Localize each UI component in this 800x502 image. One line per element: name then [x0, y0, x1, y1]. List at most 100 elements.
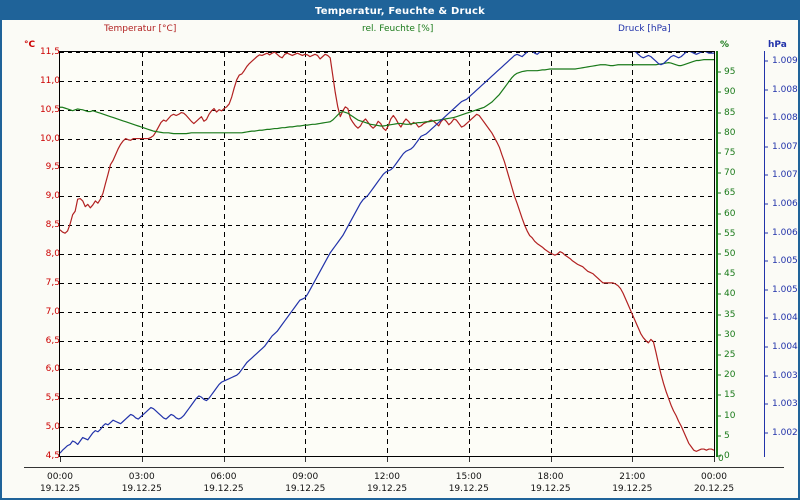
temperature-axis-unit: °C — [24, 40, 36, 50]
pressure-tick-label: 1.006 — [772, 199, 798, 209]
pressure-axis-tick — [764, 89, 768, 91]
temperature-tick-label: 8,5 — [45, 220, 60, 231]
humidity-axis-tick — [716, 172, 721, 174]
x-axis-tick-label: 03:00 19.12.25 — [122, 472, 162, 494]
x-tick-time: 18:00 — [537, 472, 564, 482]
x-axis-tick-label: 18:00 19.12.25 — [530, 472, 570, 494]
x-tick-time: 12:00 — [374, 472, 400, 482]
x-tick-date: 19.12.25 — [612, 484, 653, 494]
humidity-axis-tick — [716, 293, 721, 295]
temperature-tick-label: 4,5 — [45, 451, 60, 461]
series-line — [60, 52, 714, 452]
x-tick-date: 20.12.25 — [693, 484, 735, 494]
pressure-tick-label: 1.008 — [772, 113, 798, 124]
x-tick-date: 19.12.25 — [530, 484, 571, 494]
temperature-tick-label: 11,5 — [39, 47, 60, 57]
plot-area — [59, 51, 715, 457]
pressure-tick-label: 1.003 — [772, 399, 798, 410]
x-axis-tick-label: 00:00 20.12.25 — [694, 472, 734, 494]
legend-item-temperature: Temperatur [°C] — [104, 24, 177, 34]
humidity-axis-tick — [716, 394, 721, 396]
humidity-tick-label: 90 — [724, 87, 736, 98]
x-axis-tick-label: 00:00 19.12.25 — [40, 472, 80, 494]
x-axis-tick — [469, 457, 470, 462]
humidity-axis-tick — [716, 233, 721, 235]
x-tick-date: 19.12.25 — [448, 484, 489, 494]
x-tick-date: 19.12.25 — [285, 484, 326, 494]
humidity-tick-label: 30 — [724, 329, 736, 340]
pressure-tick-label: 1.009 — [772, 56, 798, 66]
humidity-axis-tick — [716, 374, 721, 376]
grid-layer — [60, 52, 714, 456]
humidity-tick-label: 55 — [724, 228, 736, 239]
humidity-axis-tick — [716, 435, 721, 437]
humidity-tick-label: 20 — [724, 370, 736, 381]
pressure-axis-tick — [764, 232, 768, 234]
pressure-axis-unit: hPa — [768, 40, 787, 50]
temperature-tick-label: 10,0 — [39, 133, 60, 144]
window-title: Temperatur, Feuchte & Druck — [315, 5, 485, 17]
pressure-axis-tick — [764, 60, 768, 62]
pressure-tick-label: 1.005 — [772, 284, 798, 295]
x-tick-time: 00:00 — [701, 472, 727, 482]
x-axis-tick — [142, 457, 143, 462]
humidity-tick-label: 95 — [724, 67, 736, 78]
humidity-axis-tick — [716, 91, 721, 93]
pressure-axis-spine — [764, 51, 765, 457]
temperature-tick-label: 11,0 — [39, 75, 60, 86]
humidity-tick-label: 75 — [724, 148, 736, 158]
humidity-axis-tick — [716, 213, 721, 215]
humidity-tick-label: 5 — [724, 430, 730, 441]
x-tick-time: 15:00 — [455, 472, 482, 482]
x-tick-time: 06:00 — [210, 472, 237, 482]
humidity-axis-tick — [716, 314, 721, 316]
humidity-tick-label: 0 — [724, 451, 730, 461]
series-line — [60, 59, 714, 135]
temperature-tick-label: 5,5 — [45, 393, 60, 404]
x-tick-date: 19.12.25 — [39, 484, 81, 494]
pressure-tick-label: 1.003 — [772, 370, 798, 381]
x-tick-date: 19.12.25 — [121, 484, 162, 494]
legend-item-humidity: rel. Feuchte [%] — [362, 24, 434, 34]
x-axis-tick — [387, 457, 388, 462]
humidity-axis-tick — [716, 152, 721, 154]
humidity-axis-tick — [716, 273, 721, 275]
pressure-axis-tick — [764, 146, 768, 148]
pressure-tick-label: 1.002 — [772, 427, 798, 438]
temperature-tick-label: 9,5 — [45, 162, 60, 173]
pressure-axis-tick — [764, 432, 768, 434]
pressure-tick-label: 1.006 — [772, 227, 798, 238]
x-tick-time: 21:00 — [619, 472, 646, 482]
pressure-tick-label: 1.004 — [772, 313, 798, 324]
temperature-tick-label: 7,5 — [45, 277, 60, 288]
humidity-axis-tick — [716, 253, 721, 255]
x-axis-tick-label: 21:00 19.12.25 — [612, 472, 652, 494]
humidity-zero-label: 0 — [718, 454, 724, 464]
pressure-axis-tick — [764, 375, 768, 377]
series-line — [60, 52, 714, 454]
humidity-tick-label: 60 — [724, 208, 736, 219]
x-tick-date: 19.12.25 — [366, 484, 408, 494]
x-tick-date: 19.12.25 — [203, 484, 244, 494]
pressure-tick-label: 1.005 — [772, 256, 798, 267]
pressure-tick-label: 1.004 — [772, 342, 798, 352]
humidity-tick-label: 25 — [724, 350, 736, 360]
x-tick-time: 03:00 — [128, 472, 155, 482]
x-axis-tick-label: 09:00 19.12.25 — [285, 472, 325, 494]
pressure-axis-tick — [764, 174, 768, 176]
humidity-tick-label: 50 — [724, 249, 736, 259]
pressure-axis-tick — [764, 346, 768, 348]
humidity-axis-tick — [716, 455, 721, 457]
temperature-tick-label: 10,5 — [39, 104, 60, 115]
x-axis-tick-label: 06:00 19.12.25 — [203, 472, 243, 494]
x-tick-time: 09:00 — [292, 472, 319, 482]
pressure-tick-label: 1.007 — [772, 141, 798, 152]
pressure-axis-tick — [764, 203, 768, 205]
humidity-tick-label: 35 — [724, 309, 736, 320]
x-axis-line — [24, 467, 784, 468]
humidity-tick-label: 85 — [724, 107, 736, 118]
temperature-tick-label: 8,0 — [45, 249, 60, 259]
humidity-axis-tick — [716, 71, 721, 73]
humidity-tick-label: 65 — [724, 188, 736, 199]
